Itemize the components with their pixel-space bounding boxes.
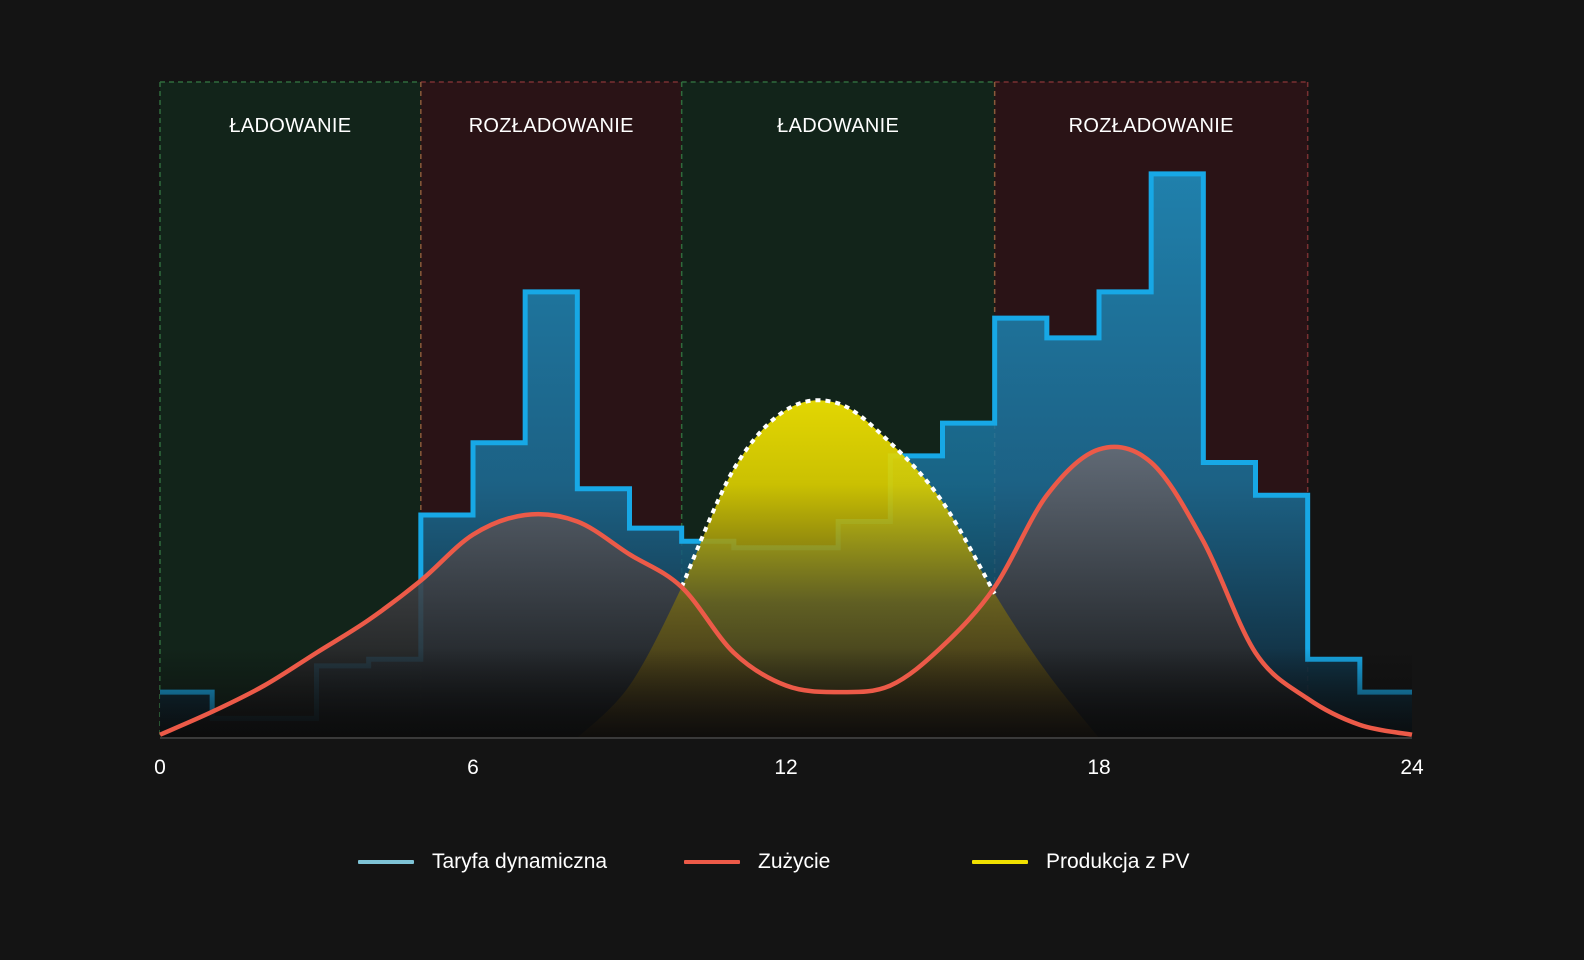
zone-0-label: ŁADOWANIE [229, 115, 351, 137]
legend-swatch [684, 860, 740, 864]
zone-3-label: ROZŁADOWANIE [1069, 115, 1234, 137]
legend-label: Taryfa dynamiczna [432, 850, 608, 873]
legend-swatch [358, 860, 414, 864]
x-tick-label-24: 24 [1400, 756, 1424, 779]
x-tick-label-12: 12 [774, 756, 797, 779]
bottom-fade [160, 648, 1412, 738]
zone-2-label: ŁADOWANIE [777, 115, 899, 137]
consumption-line [159, 444, 1413, 737]
zone-1-label: ROZŁADOWANIE [469, 115, 634, 137]
legend-item-2: Produkcja z PV [972, 842, 1190, 882]
x-tick-label-6: 6 [467, 756, 479, 779]
x-tick-label-18: 18 [1087, 756, 1110, 779]
pv-dotted-outline [679, 398, 997, 595]
legend-label: Produkcja z PV [1046, 850, 1190, 873]
legend-swatch [972, 860, 1028, 864]
legend-label: Zużycie [758, 850, 831, 873]
legend-item-0: Taryfa dynamiczna [358, 842, 607, 882]
x-tick-label-0: 0 [154, 756, 166, 779]
legend: Taryfa dynamiczna Zużycie Produkcja z PV [0, 842, 1584, 882]
legend-item-1: Zużycie [684, 842, 830, 882]
